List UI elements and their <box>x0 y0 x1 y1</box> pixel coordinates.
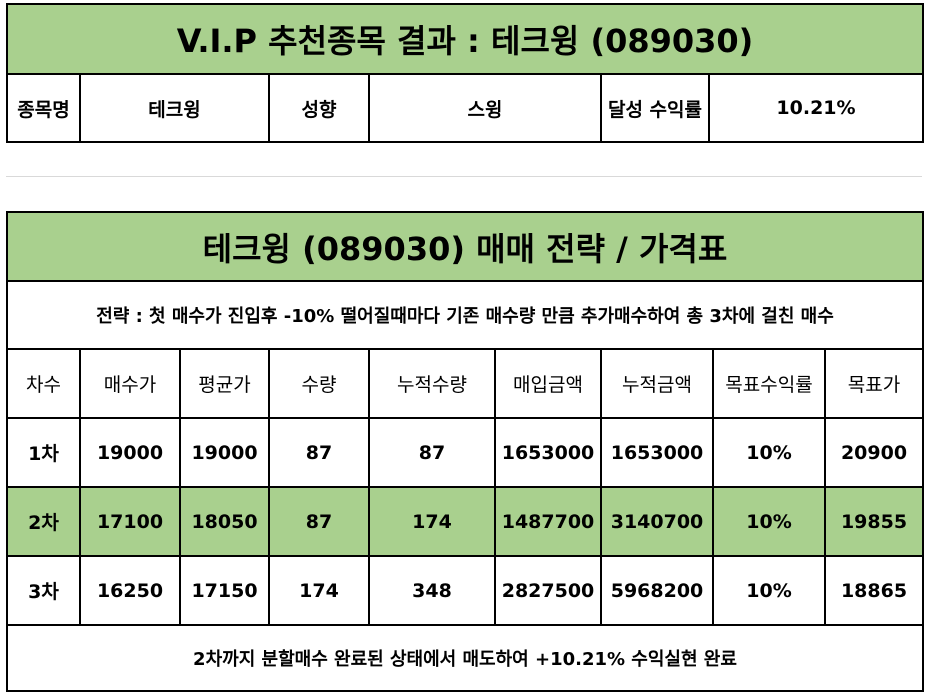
table-cell: 20900 <box>824 417 924 488</box>
table-row: 3차 16250 17150 174 348 2827500 5968200 1… <box>6 555 924 626</box>
return-label: 달성 수익률 <box>600 73 710 143</box>
table-cell: 87 <box>368 417 496 488</box>
tendency-label: 성향 <box>268 73 370 143</box>
table-cell: 3140700 <box>600 486 714 557</box>
col-header-buy-price: 매수가 <box>79 348 181 419</box>
table-cell: 174 <box>268 555 370 626</box>
vip-result-title: V.I.P 추천종목 결과 : 테크윙 (089030) <box>6 3 924 75</box>
table-cell: 2차 <box>6 486 81 557</box>
table-cell: 10% <box>712 486 826 557</box>
col-header-quantity: 수량 <box>268 348 370 419</box>
table-cell: 16250 <box>79 555 181 626</box>
col-header-target-price: 목표가 <box>824 348 924 419</box>
col-header-target-return: 목표수익률 <box>712 348 826 419</box>
stock-name-label: 종목명 <box>6 73 81 143</box>
return-value: 10.21% <box>708 73 924 143</box>
table-cell: 18865 <box>824 555 924 626</box>
table-cell: 2827500 <box>494 555 602 626</box>
table-cell: 3차 <box>6 555 81 626</box>
table-cell: 17100 <box>79 486 181 557</box>
vip-result-table: V.I.P 추천종목 결과 : 테크윙 (089030) 종목명 테크윙 성향 … <box>6 3 924 143</box>
tendency-value: 스윙 <box>368 73 602 143</box>
table-row: 1차 19000 19000 87 87 1653000 1653000 10%… <box>6 417 924 488</box>
table-cell: 17150 <box>179 555 270 626</box>
col-header-round: 차수 <box>6 348 81 419</box>
sheet-gridline <box>6 176 922 177</box>
table-cell: 1653000 <box>600 417 714 488</box>
col-header-cum-quantity: 누적수량 <box>368 348 496 419</box>
table-cell: 10% <box>712 555 826 626</box>
col-header-purchase-amount: 매입금액 <box>494 348 602 419</box>
col-header-avg-price: 평균가 <box>179 348 270 419</box>
col-header-cum-amount: 누적금액 <box>600 348 714 419</box>
table-cell: 174 <box>368 486 496 557</box>
table-cell: 18050 <box>179 486 270 557</box>
table-cell: 19000 <box>79 417 181 488</box>
table-cell: 87 <box>268 486 370 557</box>
table-cell: 348 <box>368 555 496 626</box>
table-cell: 19855 <box>824 486 924 557</box>
table-cell: 5968200 <box>600 555 714 626</box>
table-cell: 19000 <box>179 417 270 488</box>
table-cell: 1653000 <box>494 417 602 488</box>
table-cell: 10% <box>712 417 826 488</box>
table-row-highlighted: 2차 17100 18050 87 174 1487700 3140700 10… <box>6 486 924 557</box>
strategy-description: 전략 : 첫 매수가 진입후 -10% 떨어질때마다 기존 매수량 만큼 추가매… <box>6 280 924 350</box>
stock-name-value: 테크윙 <box>79 73 270 143</box>
strategy-price-table: 테크윙 (089030) 매매 전략 / 가격표 전략 : 첫 매수가 진입후 … <box>6 211 924 692</box>
strategy-title: 테크윙 (089030) 매매 전략 / 가격표 <box>6 211 924 282</box>
strategy-footer-note: 2차까지 분할매수 완료된 상태에서 매도하여 +10.21% 수익실현 완료 <box>6 624 924 692</box>
table-cell: 87 <box>268 417 370 488</box>
table-cell: 1487700 <box>494 486 602 557</box>
table-cell: 1차 <box>6 417 81 488</box>
